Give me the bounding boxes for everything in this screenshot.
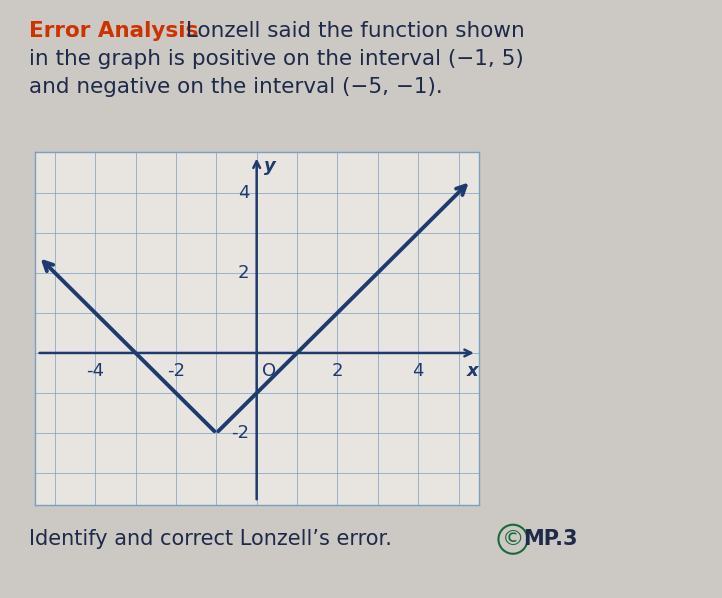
Text: -2: -2 xyxy=(167,362,185,380)
Text: in the graph is positive on the interval (−1, 5): in the graph is positive on the interval… xyxy=(29,49,523,69)
Text: 4: 4 xyxy=(238,184,249,202)
Text: ©: © xyxy=(502,529,524,549)
Text: MP.3: MP.3 xyxy=(523,529,578,549)
Text: 2: 2 xyxy=(331,362,343,380)
Text: Identify and correct Lonzell’s error.: Identify and correct Lonzell’s error. xyxy=(29,529,392,549)
Text: x: x xyxy=(467,362,479,380)
Text: 4: 4 xyxy=(412,362,424,380)
Text: -4: -4 xyxy=(86,362,104,380)
Text: and negative on the interval (−5, −1).: and negative on the interval (−5, −1). xyxy=(29,77,443,97)
Text: Error Analysis: Error Analysis xyxy=(29,21,199,41)
Text: Lonzell said the function shown: Lonzell said the function shown xyxy=(179,21,525,41)
Text: y: y xyxy=(264,157,276,175)
Text: -2: -2 xyxy=(232,424,249,442)
Text: 2: 2 xyxy=(238,264,249,282)
Text: O: O xyxy=(262,362,276,380)
